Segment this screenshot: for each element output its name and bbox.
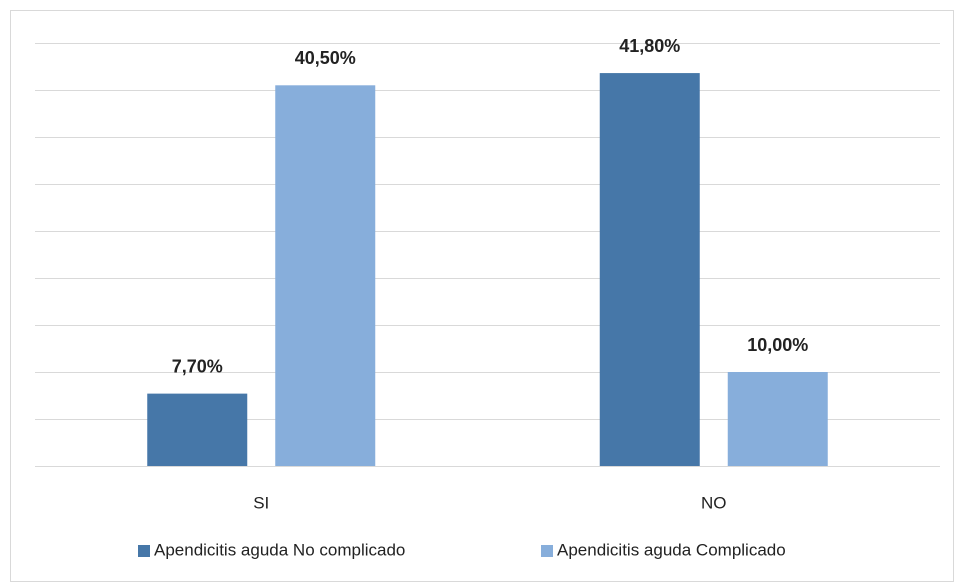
- data-label: 41,80%: [619, 36, 680, 56]
- data-label: 7,70%: [172, 356, 223, 376]
- x-tick-label: SI: [253, 493, 269, 512]
- bar: [599, 73, 700, 466]
- data-label: 40,50%: [295, 48, 356, 68]
- bar: [147, 393, 248, 466]
- chart-frame: [10, 10, 954, 582]
- bar: [275, 85, 376, 467]
- legend-swatch: [138, 545, 150, 557]
- x-tick-label: NO: [701, 493, 727, 512]
- legend-label: Apendicitis aguda Complicado: [557, 540, 786, 559]
- legend-label: Apendicitis aguda No complicado: [154, 540, 405, 559]
- data-label: 10,00%: [747, 335, 808, 355]
- bar: [727, 372, 828, 466]
- legend-swatch: [541, 545, 553, 557]
